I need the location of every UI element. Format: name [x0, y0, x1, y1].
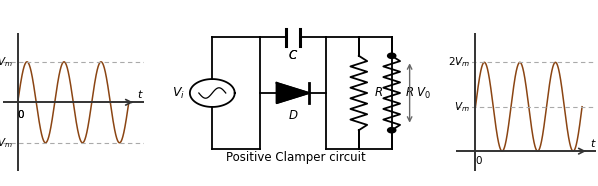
- Text: R: R: [406, 86, 414, 100]
- Text: t: t: [138, 90, 142, 100]
- Text: $2V_m$: $2V_m$: [447, 55, 470, 69]
- Text: C: C: [289, 49, 297, 62]
- Text: $-V_m$: $-V_m$: [0, 136, 13, 150]
- Text: R: R: [374, 86, 383, 100]
- Text: t: t: [591, 139, 595, 149]
- Text: $V_m$: $V_m$: [454, 100, 470, 114]
- Text: $V_m$: $V_m$: [0, 55, 13, 69]
- Text: C: C: [289, 49, 297, 62]
- Text: D: D: [288, 109, 298, 122]
- Circle shape: [388, 128, 396, 133]
- Text: $V_i$: $V_i$: [172, 85, 185, 101]
- Text: 0: 0: [17, 110, 24, 120]
- Text: $V_0$: $V_0$: [416, 85, 431, 101]
- Text: Positive Clamper circuit: Positive Clamper circuit: [226, 151, 366, 164]
- Polygon shape: [277, 83, 310, 103]
- Text: 0: 0: [475, 155, 481, 166]
- Circle shape: [388, 53, 396, 58]
- Text: 0: 0: [17, 110, 24, 120]
